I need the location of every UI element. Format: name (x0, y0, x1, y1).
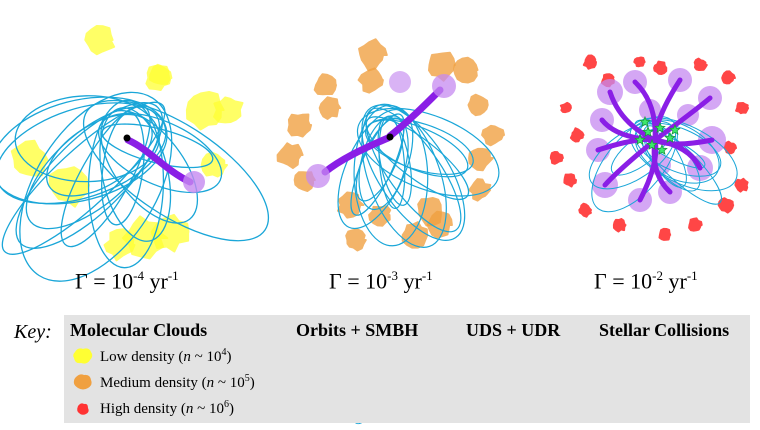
medium-density-label: Medium density (n ~ 105) (100, 373, 255, 391)
orbit-ellipse (358, 115, 409, 211)
high-density-swatch (77, 403, 89, 415)
smbh (123, 134, 131, 142)
orbit-ellipse (0, 102, 167, 205)
cloud-high-density (578, 202, 592, 218)
molecular-clouds-medium-density (276, 38, 505, 252)
panel-label-1: Γ = 10-4 yr-1 (75, 268, 179, 294)
star-icon (634, 133, 646, 145)
cloud-high-density (633, 56, 646, 68)
orbit-ellipse (353, 104, 429, 247)
orbit-ellipse (356, 107, 500, 197)
cloud-low-density (84, 25, 116, 56)
low-density-swatch (73, 348, 93, 364)
panel-label-2: Γ = 10-3 yr-1 (329, 268, 433, 294)
cloud-low-density (185, 91, 225, 131)
cloud-low-density (213, 96, 244, 124)
cloud-medium-density (357, 67, 384, 94)
uds-heading: UDS + UDR (466, 320, 561, 340)
cloud-low-density (149, 63, 171, 85)
star-icon (654, 121, 666, 133)
cloud-medium-density (276, 142, 304, 169)
uds-udr (124, 136, 205, 193)
orbits (0, 91, 270, 282)
uds-stream (607, 89, 658, 143)
orbit-ellipse (101, 123, 214, 169)
cloud-high-density (693, 57, 708, 71)
orbit-ellipse (100, 109, 199, 224)
cloud-high-density (658, 227, 672, 241)
uds-stream (652, 95, 713, 143)
panel-medium-rate (276, 38, 505, 252)
high-density-label: High density (n ~ 106) (100, 399, 234, 417)
orbit-ellipse (0, 96, 168, 205)
cloud-medium-density (467, 93, 489, 117)
cloud-high-density (569, 127, 585, 143)
molecular-clouds-heading: Molecular Clouds (70, 320, 208, 340)
medium-density-swatch (73, 374, 92, 390)
cloud-medium-density (453, 56, 479, 84)
cloud-high-density (612, 218, 627, 233)
collisions-heading: Stellar Collisions (599, 320, 730, 340)
cloud-medium-density (468, 178, 492, 202)
stellar-collisions (634, 115, 681, 155)
star-icon (639, 115, 651, 127)
low-density-label: Low density (n ~ 104) (100, 347, 232, 365)
cloud-high-density (734, 177, 749, 193)
cloud-low-density (200, 151, 228, 178)
molecular-clouds-high-density (549, 54, 750, 241)
orbits-heading: Orbits + SMBH (296, 320, 419, 340)
smbh (386, 133, 394, 141)
cloud-high-density (559, 101, 572, 114)
orbit-ellipse (634, 122, 722, 177)
uds-stream (652, 77, 683, 143)
cloud-high-density (563, 173, 577, 188)
orbit-ellipse (82, 99, 270, 242)
star-icon (642, 125, 654, 137)
cloud-medium-density (318, 96, 342, 120)
panel-low-rate (0, 25, 270, 282)
panel-label-3: Γ = 10-2 yr-1 (594, 268, 698, 294)
orbit-ellipse (1, 101, 166, 255)
orbit-ellipse (101, 112, 145, 226)
cloud-high-density (549, 151, 564, 165)
orbit-ellipse (19, 91, 173, 282)
uds-stream (652, 137, 703, 171)
cloud-medium-density (401, 221, 429, 249)
uds-stream (599, 117, 658, 143)
uds-stream (602, 137, 658, 188)
cloud-low-density (150, 213, 190, 253)
cloud-medium-density (481, 124, 505, 147)
star-icon (646, 138, 658, 150)
cloud-medium-density (313, 73, 337, 96)
cloud-medium-density (368, 205, 392, 227)
orbit-ellipse (361, 103, 447, 248)
orbit-ellipse (350, 113, 405, 216)
uds-udr (306, 71, 456, 188)
star-icon (669, 123, 681, 135)
star-icon (664, 131, 676, 143)
star-icon (656, 143, 668, 155)
cloud-high-density (735, 102, 750, 115)
orbit-ellipse (365, 107, 462, 233)
orbits (337, 103, 500, 248)
cloud-high-density (582, 54, 597, 70)
panel-high-rate (549, 54, 750, 241)
cloud-medium-density (358, 38, 388, 72)
cloud-high-density (723, 140, 737, 155)
key-label: Key: (14, 321, 52, 343)
cloud-high-density (721, 70, 736, 85)
key-box: Molecular Clouds Orbits + SMBH UDS + UDR… (64, 315, 750, 423)
cloud-low-density (10, 139, 49, 177)
cloud-high-density (653, 60, 668, 75)
cloud-high-density (688, 217, 703, 232)
cloud-medium-density (345, 228, 367, 252)
cloud-medium-density (468, 147, 494, 172)
cloud-medium-density (287, 113, 313, 138)
molecular-clouds-low-density (10, 25, 244, 262)
orbit-ellipse (46, 113, 153, 197)
